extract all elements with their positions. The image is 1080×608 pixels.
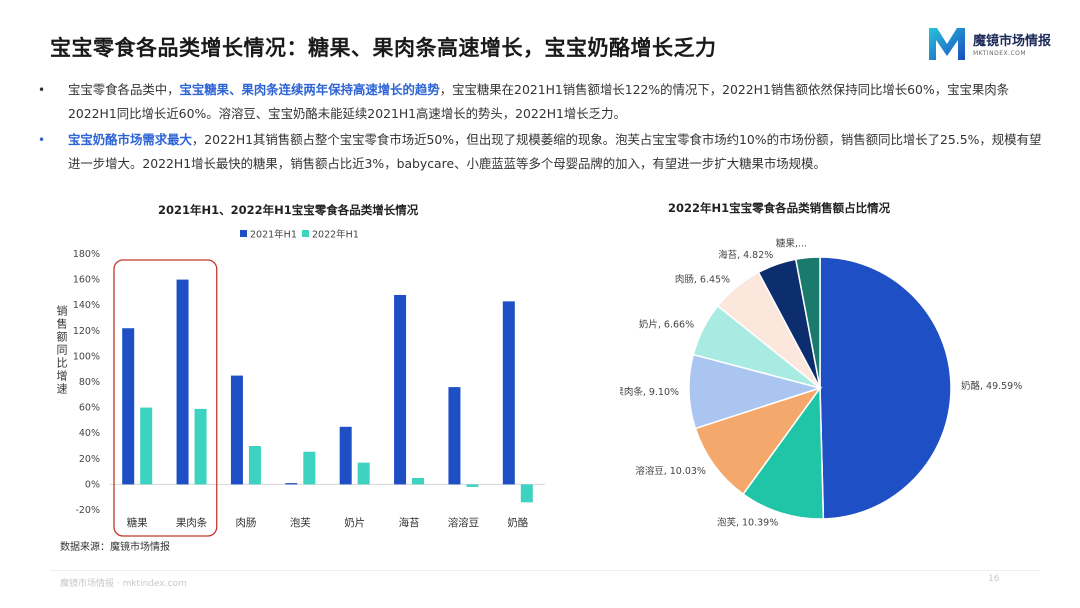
bar-s1-溶溶豆	[448, 387, 461, 485]
bar-s2-肉肠	[248, 446, 261, 485]
x-tick-label: 海苔	[399, 516, 420, 529]
y-tick-label: 120%	[73, 326, 100, 337]
pie-label: 果肉条, 9.10%	[620, 386, 679, 398]
bullet-1-pre: 宝宝零食各品类中，	[68, 82, 180, 97]
pie-label: 海苔, 4.82%	[718, 249, 773, 261]
bullet-dot: •	[38, 83, 46, 97]
bar-s2-果肉条	[194, 408, 207, 485]
logo-domain: MKTINDEX.COM	[973, 50, 1027, 57]
page-title: 宝宝零食各品类增长情况：糖果、果肉条高速增长，宝宝奶酪增长乏力	[50, 36, 717, 60]
bar-s2-海苔	[412, 478, 425, 485]
x-tick-label: 果肉条	[176, 516, 208, 529]
legend-swatch	[302, 230, 309, 237]
y-tick-label: 100%	[73, 351, 100, 362]
bar-chart-title: 2021年H1、2022年H1宝宝零食各品类增长情况	[158, 203, 419, 217]
bullet-dot: •	[38, 133, 46, 147]
pie-slice-1	[742, 385, 825, 520]
pie-slice-0	[819, 256, 952, 520]
highlight-box	[113, 259, 218, 537]
bar-s2-泡芙	[303, 451, 316, 485]
x-tick-label: 溶溶豆	[448, 516, 480, 529]
bar-s1-果肉条	[176, 279, 189, 485]
pie-label: 泡芙, 10.39%	[717, 517, 778, 529]
y-axis-label-char: 速	[57, 383, 68, 396]
y-tick-label: 20%	[79, 454, 100, 465]
pie-label: 奶片, 6.66%	[639, 318, 694, 330]
y-axis-label-char: 额	[57, 331, 68, 344]
y-axis-label-char: 销	[57, 304, 68, 318]
legend-label: 2021年H1	[250, 229, 297, 241]
legend-swatch	[240, 230, 247, 237]
pie-chart-title: 2022年H1宝宝零食各品类销售额占比情况	[668, 201, 891, 215]
data-source: 数据来源：魔镜市场情报	[60, 542, 170, 553]
bar-s1-糖果	[122, 328, 135, 485]
y-tick-label: 140%	[73, 300, 100, 311]
y-axis-label-char: 同	[57, 344, 68, 357]
y-tick-label: 40%	[79, 428, 100, 439]
bullet-2-post: ，2022H1其销售额占整个宝宝零食市场近50%，但出现了规模萎缩的现象。泡芙占…	[68, 132, 1042, 171]
page-number: 16	[988, 574, 1000, 584]
bar-s1-奶酪	[502, 301, 515, 485]
pie-slice-7	[794, 256, 821, 389]
footer-text: 魔镜市场情报 · mktindex.com	[60, 579, 187, 589]
pie-slice-2	[694, 386, 822, 496]
logo-brand: 魔镜市场情报	[973, 34, 1052, 49]
bar-s1-泡芙	[285, 483, 298, 485]
x-tick-label: 肉肠	[235, 516, 256, 529]
bullet-1: • 宝宝零食各品类中，宝宝糖果、果肉条连续两年保持高速增长的趋势，宝宝糖果在20…	[38, 78, 1048, 126]
footer-divider	[50, 570, 1040, 571]
bar-s2-奶酪	[520, 484, 533, 503]
y-axis-label-char: 增	[57, 369, 68, 383]
logo-m-icon	[929, 28, 965, 60]
y-axis-label-char: 售	[57, 317, 68, 331]
bullet-2-highlight: 宝宝奶酪市场需求最大	[68, 132, 192, 147]
y-tick-label: 60%	[79, 403, 100, 414]
bullet-2: • 宝宝奶酪市场需求最大，2022H1其销售额占整个宝宝零食市场近50%，但出现…	[38, 128, 1048, 176]
x-tick-label: 泡芙	[290, 516, 311, 529]
logo: 魔镜市场情报 MKTINDEX.COM	[925, 24, 1065, 68]
y-tick-label: 160%	[73, 275, 100, 286]
y-tick-label: 180%	[73, 249, 100, 260]
pie-label: 奶酪, 49.59%	[961, 380, 1022, 392]
pie-label: 糖果,...	[776, 238, 807, 250]
bar-s2-糖果	[140, 407, 153, 485]
bar-s2-奶片	[357, 462, 370, 485]
x-tick-label: 奶片	[344, 516, 365, 529]
pie-label: 肉肠, 6.45%	[675, 273, 730, 285]
pie-chart: 奶酪, 49.59% 泡芙, 10.39% 溶溶豆, 10.03% 果肉条, 9.10…	[620, 238, 1022, 529]
x-tick-label: 奶酪	[507, 516, 528, 529]
bullet-list: • 宝宝零食各品类中，宝宝糖果、果肉条连续两年保持高速增长的趋势，宝宝糖果在20…	[38, 78, 1048, 178]
bar-s1-海苔	[394, 294, 407, 485]
bullet-1-post: ，宝宝糖果在2021H1销售额增长122%的情况下，2022H1销售额依然保持同…	[68, 82, 1010, 121]
bar-chart: -20% 0% 20% 40% 60% 80% 100% 120% 140% 160% 180% 销售…	[57, 229, 545, 537]
pie-label: 溶溶豆, 10.03%	[635, 465, 706, 477]
y-tick-label: 0%	[85, 479, 100, 490]
legend-label: 2022年H1	[312, 229, 359, 241]
bar-s1-奶片	[339, 426, 352, 485]
bullet-1-highlight: 宝宝糖果、果肉条连续两年保持高速增长的趋势	[179, 82, 440, 97]
y-tick-label: 80%	[79, 377, 100, 388]
bar-s2-溶溶豆	[466, 484, 479, 487]
x-tick-label: 糖果	[127, 516, 148, 529]
y-axis-label-char: 比	[57, 357, 68, 370]
bar-s1-肉肠	[230, 375, 243, 485]
y-tick-label: -20%	[75, 505, 100, 516]
